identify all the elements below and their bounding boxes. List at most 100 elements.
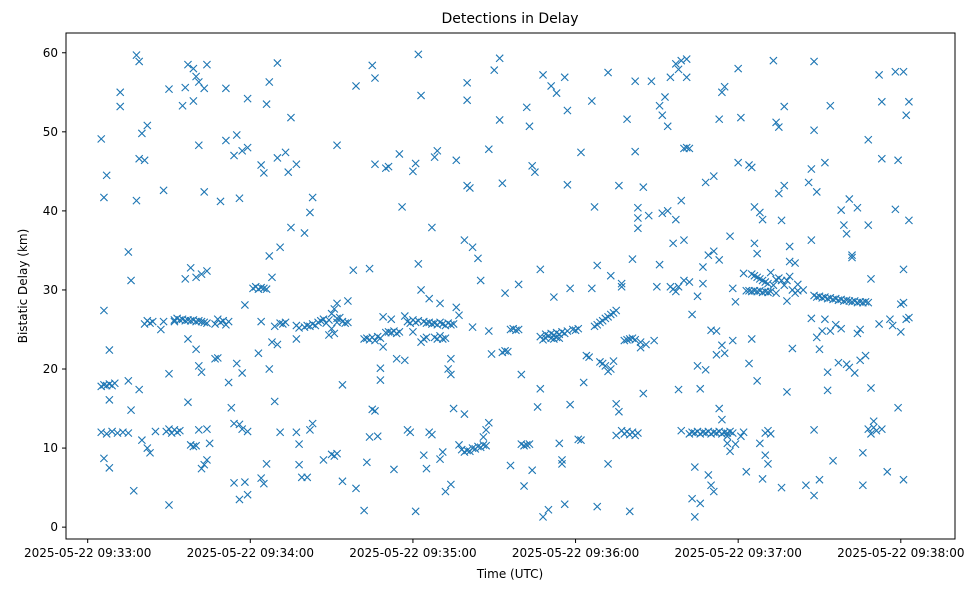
detection-marker [666, 73, 675, 82]
detection-marker [728, 336, 737, 345]
detection-marker [866, 429, 875, 438]
x-tick-label: 2025-05-22 09:36:00 [512, 546, 639, 560]
detection-marker [848, 253, 856, 262]
detection-marker [511, 326, 520, 335]
detection-marker [555, 439, 564, 448]
detection-marker [137, 436, 146, 445]
detection-marker [327, 324, 336, 333]
detection-marker [273, 340, 282, 349]
detection-marker [97, 134, 106, 143]
detection-marker [723, 432, 732, 441]
detection-marker [861, 297, 870, 306]
detection-marker [330, 329, 339, 338]
detection-marker [791, 259, 800, 268]
detection-marker [235, 420, 244, 429]
detection-marker [869, 417, 878, 426]
detection-marker [99, 306, 108, 315]
detection-marker [333, 141, 342, 150]
detection-marker [365, 264, 374, 273]
detection-marker [864, 221, 873, 230]
detection-marker [370, 406, 379, 415]
detection-marker [465, 183, 474, 192]
detection-marker [419, 451, 428, 460]
detection-marker [379, 342, 388, 351]
detection-marker [902, 111, 911, 120]
detection-marker [305, 208, 314, 217]
detection-marker [124, 429, 133, 438]
detection-marker [861, 351, 870, 360]
detection-marker [319, 455, 328, 464]
detection-marker [576, 436, 585, 445]
detection-marker [837, 324, 846, 333]
detection-marker [804, 178, 813, 187]
detection-marker [858, 481, 867, 490]
detection-marker [370, 336, 379, 345]
detection-marker [140, 156, 149, 165]
detection-marker [202, 60, 211, 69]
detection-marker [769, 281, 778, 290]
detection-marker [815, 475, 824, 484]
detection-marker [338, 477, 347, 486]
detection-marker [831, 320, 840, 329]
detection-marker [763, 279, 772, 288]
detection-marker [587, 97, 596, 105]
detection-marker [129, 486, 138, 495]
y-tick-label: 20 [43, 362, 58, 376]
chart-title: Detections in Delay [441, 11, 578, 27]
detection-marker [525, 440, 534, 449]
detection-marker [257, 474, 266, 483]
detection-marker [864, 425, 873, 434]
detection-marker [148, 317, 157, 326]
detection-marker [468, 444, 477, 453]
detection-marker [243, 490, 252, 499]
detection-marker [774, 123, 783, 132]
detection-marker [135, 57, 144, 66]
detection-marker [899, 265, 908, 274]
detection-marker [137, 129, 146, 138]
detection-marker [639, 389, 648, 398]
detection-marker [197, 317, 206, 326]
detection-marker [712, 350, 721, 359]
detection-marker [772, 289, 781, 298]
detection-marker [872, 426, 881, 435]
detection-marker [197, 368, 206, 377]
detection-marker [717, 88, 726, 97]
detection-marker [143, 444, 152, 453]
detection-marker [156, 325, 165, 334]
detection-marker [427, 430, 436, 439]
detection-marker [883, 467, 892, 476]
detection-marker [349, 266, 358, 275]
detection-marker [747, 334, 756, 343]
detection-marker [631, 77, 640, 86]
detection-marker [105, 395, 114, 404]
detection-marker [333, 299, 342, 308]
detection-marker [739, 428, 748, 437]
detection-marker [777, 483, 786, 492]
detection-marker [758, 474, 767, 483]
detection-marker [232, 131, 241, 139]
detection-marker [848, 251, 856, 260]
detection-marker [763, 288, 772, 297]
detection-marker [281, 318, 290, 327]
detection-marker [422, 464, 431, 473]
detection-marker [376, 376, 385, 385]
detection-marker [417, 91, 426, 100]
y-tick-label: 10 [43, 441, 58, 455]
detection-marker [482, 441, 491, 450]
detection-marker [633, 429, 642, 438]
detection-marker [698, 263, 707, 272]
detection-marker [446, 354, 455, 363]
detection-marker [685, 144, 694, 153]
detection-marker [433, 146, 442, 155]
detection-marker [183, 398, 192, 407]
detection-marker [257, 161, 266, 170]
detection-marker [292, 334, 301, 343]
x-axis-label: Time (UTC) [476, 567, 543, 581]
detection-marker [885, 315, 894, 324]
detection-marker [769, 56, 778, 65]
detection-marker [720, 82, 729, 91]
detection-marker [276, 428, 285, 437]
detection-marker [728, 284, 737, 293]
detection-marker [411, 507, 420, 516]
detection-marker [102, 429, 111, 438]
